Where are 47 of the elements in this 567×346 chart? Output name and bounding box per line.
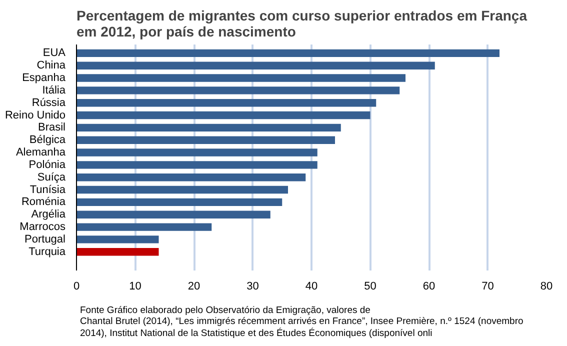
source-note: Fonte Gráfico elaborado pelo Observatório da Emigração, valores de [80, 305, 370, 316]
bar [76, 86, 400, 94]
y-tick-label: Portugal [24, 233, 66, 246]
bar [76, 236, 159, 244]
text: Chantal Brutel (2014), “Les immigrés récemment arrivés en France”, Insee Première, n.º 1524 (novembro [80, 316, 524, 328]
bar [76, 198, 282, 206]
x-tick-label: 40 [305, 280, 318, 292]
x-tick-label: 80 [540, 280, 553, 292]
x-tick-label: 50 [364, 280, 376, 292]
bar [76, 148, 318, 156]
y-tick-label: Suíça [37, 171, 66, 184]
bar [76, 136, 335, 144]
x-tick-label: 60 [422, 280, 436, 292]
y-tick-label: Polónia [28, 158, 66, 171]
text: 2014), Institut National de la Statistique et des Études Économiques (disponível onli [80, 328, 432, 339]
x-tick-label: 0 [73, 280, 80, 292]
y-tick-label: Brasil [38, 122, 66, 134]
x-tick-label: 70 [482, 280, 494, 292]
y-tick-label: Roménia [21, 196, 66, 208]
x-tick-label: 30 [246, 280, 259, 292]
y-tick-label: Espanha [22, 72, 66, 84]
x-tick-label: 10 [129, 280, 142, 292]
bar [76, 174, 306, 182]
x-tick-label: 20 [188, 280, 200, 292]
bar [76, 210, 270, 218]
y-tick-label: China [36, 60, 66, 72]
y-tick-label: Marrocos [20, 221, 66, 234]
y-tick-label: Reino Unido [4, 109, 66, 122]
bar [76, 186, 288, 194]
bar [76, 223, 212, 231]
y-tick-label: Tunísia [30, 184, 66, 196]
bar [76, 62, 435, 70]
bar [76, 248, 159, 256]
bar [76, 49, 500, 58]
bar [76, 99, 376, 107]
chart-title: Percentagem de migrantes com curso superior entrados em França em 2012, por país de nascimento [76, 8, 528, 40]
y-tick-label: Bélgica [29, 134, 66, 146]
y-tick-label: Turquia [28, 246, 66, 258]
bar [76, 124, 341, 132]
bar [76, 111, 370, 120]
bar [76, 74, 406, 82]
y-tick-label: Alemanha [16, 146, 66, 159]
bar [76, 161, 318, 169]
y-tick-label: Rússia [32, 96, 66, 109]
y-tick-label: EUA [42, 47, 66, 60]
y-tick-label: Argélia [31, 208, 66, 221]
y-tick-label: Itália [42, 84, 66, 96]
